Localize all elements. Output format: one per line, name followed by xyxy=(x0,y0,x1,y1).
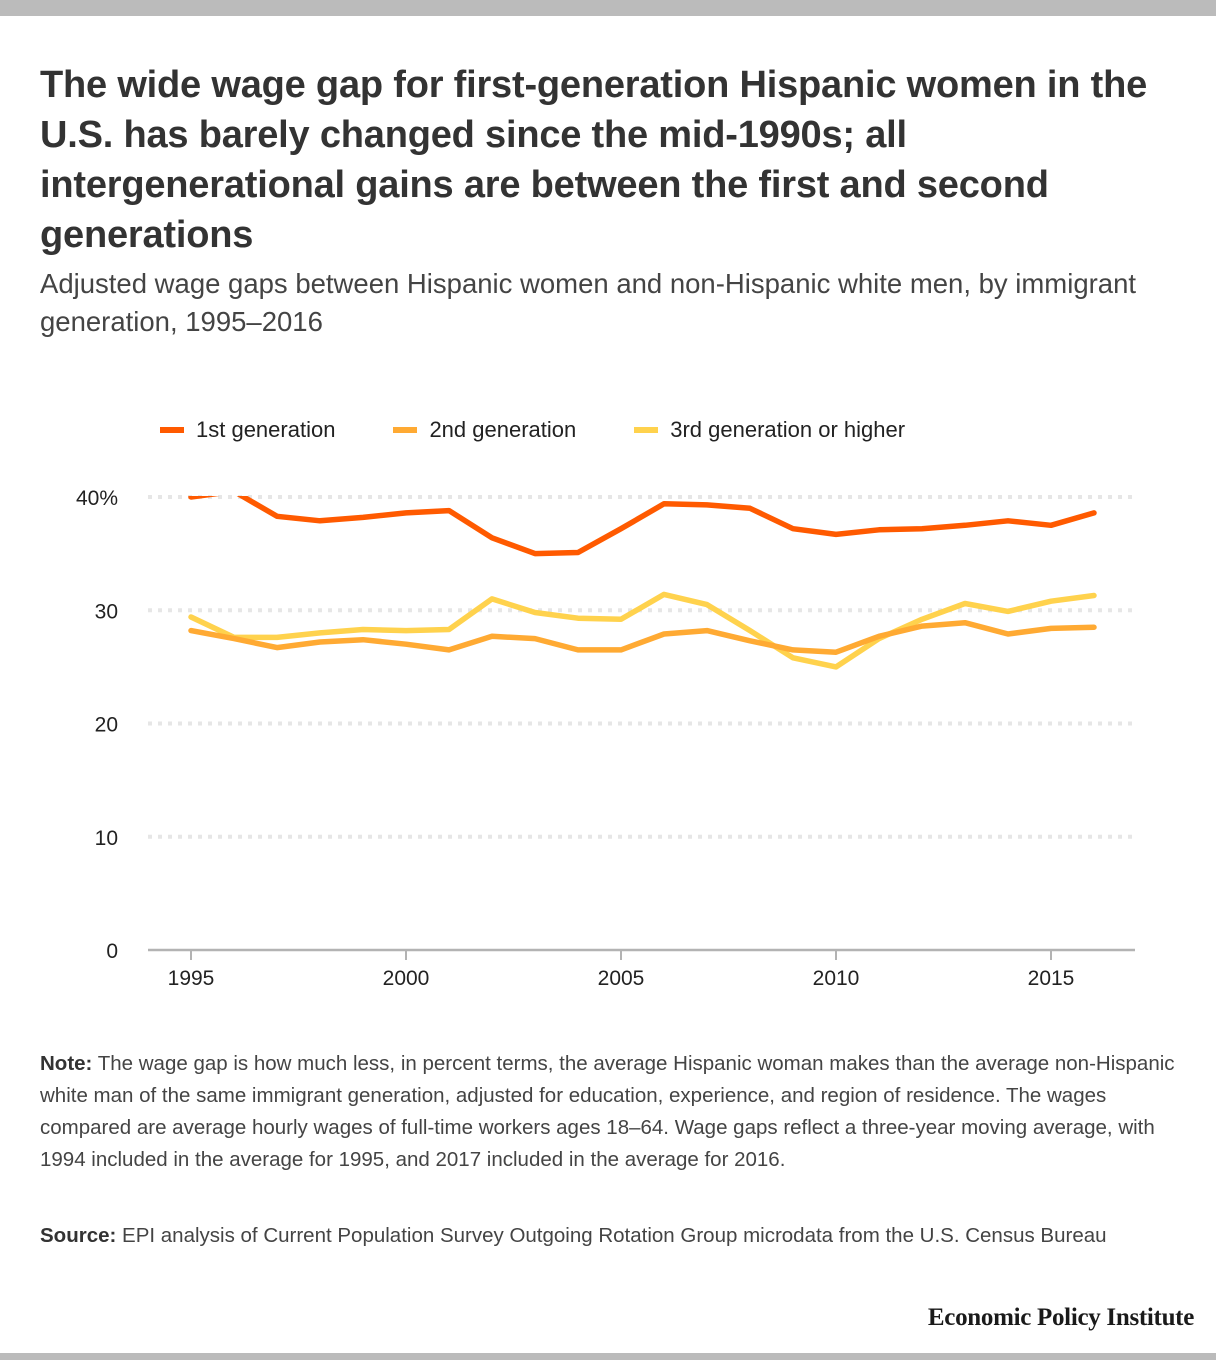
note-label: Note: xyxy=(40,1052,93,1075)
series-line-1st-generation xyxy=(188,496,1097,557)
chart-subtitle: Adjusted wage gaps between Hispanic wome… xyxy=(40,268,1136,337)
y-tick-label-30: 30 xyxy=(95,600,118,623)
series-line-2nd-generation xyxy=(188,619,1097,655)
x-tick-label-2005: 2005 xyxy=(598,967,645,990)
x-axis-tick-labels: 1995 2000 2005 2010 2015 xyxy=(168,967,1075,990)
line-chart: 0 10 20 30 40% 1995 2000 2005 2010 2015 xyxy=(76,487,1135,990)
x-tick-label-2000: 2000 xyxy=(383,967,430,990)
x-axis xyxy=(148,948,1135,960)
chart-source: Source: EPI analysis of Current Populati… xyxy=(40,1220,1190,1252)
series-lines xyxy=(188,496,1097,670)
bottom-border-bar xyxy=(0,1353,1216,1360)
legend-label-2nd-generation: 2nd generation xyxy=(429,417,577,442)
legend-label-1st-generation: 1st generation xyxy=(196,417,336,442)
top-border-bar xyxy=(0,0,1216,16)
source-text: EPI analysis of Current Population Surve… xyxy=(122,1224,1107,1247)
y-axis-tick-labels: 0 10 20 30 40% xyxy=(76,487,118,963)
legend-swatch-1st-generation xyxy=(160,427,184,433)
source-label: Source: xyxy=(40,1224,117,1247)
gridlines xyxy=(148,495,1135,839)
series-line-3rd-generation-or-higher xyxy=(188,591,1097,670)
x-tick-label-2010: 2010 xyxy=(813,967,860,990)
y-tick-label-40: 40% xyxy=(76,487,118,510)
note-text: The wage gap is how much less, in percen… xyxy=(40,1052,1175,1171)
chart-title: The wide wage gap for first-generation H… xyxy=(40,64,1148,256)
legend-swatch-2nd-generation xyxy=(393,427,418,433)
legend-item-2nd-generation: 2nd generation xyxy=(393,417,576,443)
series-1st-generation xyxy=(188,496,1097,557)
legend-item-1st-generation: 1st generation xyxy=(160,417,335,443)
series-3rd-generation-or-higher xyxy=(188,591,1097,670)
y-tick-label-10: 10 xyxy=(95,827,118,850)
series-2nd-generation xyxy=(188,619,1097,655)
y-tick-label-0: 0 xyxy=(106,940,118,963)
legend-label-3rd-generation: 3rd generation or higher xyxy=(670,417,906,442)
chart-legend: 1st generation 2nd generation 3rd genera… xyxy=(160,414,963,446)
brand-logo-text: Economic Policy Institute xyxy=(927,1304,1194,1331)
x-tick-label-2015: 2015 xyxy=(1028,967,1075,990)
y-tick-label-20: 20 xyxy=(95,714,118,737)
legend-item-3rd-generation: 3rd generation or higher xyxy=(634,417,905,443)
chart-note: Note: The wage gap is how much less, in … xyxy=(40,1048,1190,1176)
legend-swatch-3rd-generation xyxy=(634,427,659,433)
x-tick-label-1995: 1995 xyxy=(168,967,215,990)
